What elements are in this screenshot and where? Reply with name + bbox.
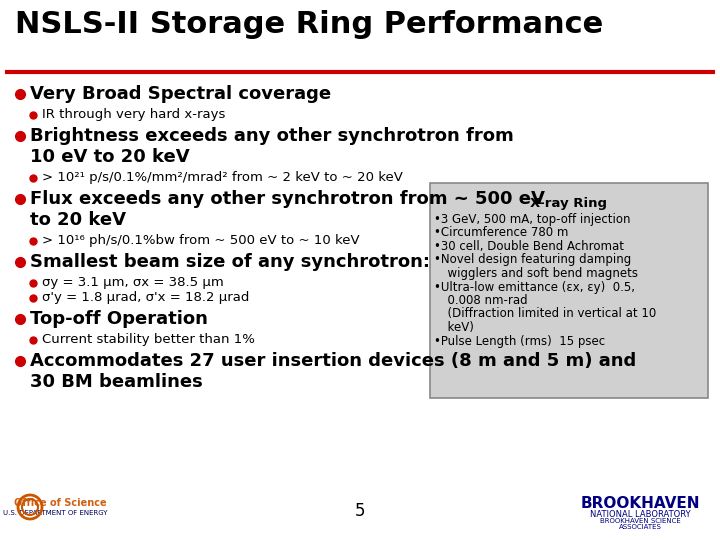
- Text: Flux exceeds any other synchrotron from ~ 500 eV: Flux exceeds any other synchrotron from …: [30, 190, 545, 208]
- Text: 5: 5: [355, 502, 365, 520]
- Text: > 10²¹ p/s/0.1%/mm²/mrad² from ~ 2 keV to ~ 20 keV: > 10²¹ p/s/0.1%/mm²/mrad² from ~ 2 keV t…: [42, 171, 403, 184]
- Text: keV): keV): [440, 321, 474, 334]
- Text: σy = 3.1 μm, σx = 38.5 μm: σy = 3.1 μm, σx = 38.5 μm: [42, 276, 224, 289]
- Text: Accommodates 27 user insertion devices (8 m and 5 m) and: Accommodates 27 user insertion devices (…: [30, 352, 636, 370]
- Text: 10 eV to 20 keV: 10 eV to 20 keV: [30, 148, 189, 166]
- Text: Smallest beam size of any synchrotron:: Smallest beam size of any synchrotron:: [30, 253, 430, 271]
- Text: NSLS-II Storage Ring Performance: NSLS-II Storage Ring Performance: [15, 10, 603, 39]
- FancyBboxPatch shape: [430, 183, 708, 398]
- Text: •Circumference 780 m: •Circumference 780 m: [434, 226, 568, 240]
- Text: IR through very hard x-rays: IR through very hard x-rays: [42, 108, 225, 121]
- Text: X-ray Ring: X-ray Ring: [531, 197, 608, 210]
- Text: to 20 keV: to 20 keV: [30, 211, 126, 229]
- Text: •3 GeV, 500 mA, top-off injection: •3 GeV, 500 mA, top-off injection: [434, 213, 631, 226]
- Text: Brightness exceeds any other synchrotron from: Brightness exceeds any other synchrotron…: [30, 127, 514, 145]
- Text: U.S. DEPARTMENT OF ENERGY: U.S. DEPARTMENT OF ENERGY: [3, 510, 107, 516]
- Text: Office of Science: Office of Science: [14, 498, 107, 508]
- Text: 30 BM beamlines: 30 BM beamlines: [30, 373, 203, 391]
- Text: BROOKHAVEN SCIENCE: BROOKHAVEN SCIENCE: [600, 518, 680, 524]
- Text: (Diffraction limited in vertical at 10: (Diffraction limited in vertical at 10: [440, 307, 656, 321]
- Text: •30 cell, Double Bend Achromat: •30 cell, Double Bend Achromat: [434, 240, 624, 253]
- Text: 0.008 nm-rad: 0.008 nm-rad: [440, 294, 528, 307]
- Text: Current stability better than 1%: Current stability better than 1%: [42, 333, 255, 346]
- Text: > 10¹⁶ ph/s/0.1%bw from ~ 500 eV to ~ 10 keV: > 10¹⁶ ph/s/0.1%bw from ~ 500 eV to ~ 10…: [42, 234, 359, 247]
- Text: •Novel design featuring damping: •Novel design featuring damping: [434, 253, 631, 267]
- Text: Top-off Operation: Top-off Operation: [30, 310, 208, 328]
- Text: NATIONAL LABORATORY: NATIONAL LABORATORY: [590, 510, 690, 519]
- Text: •Ultra-low emittance (εx, εy)  0.5,: •Ultra-low emittance (εx, εy) 0.5,: [434, 280, 635, 294]
- Text: BROOKHAVEN: BROOKHAVEN: [580, 496, 700, 511]
- Text: wigglers and soft bend magnets: wigglers and soft bend magnets: [440, 267, 638, 280]
- Text: σ'y = 1.8 μrad, σ'x = 18.2 μrad: σ'y = 1.8 μrad, σ'x = 18.2 μrad: [42, 291, 249, 304]
- Text: ASSOCIATES: ASSOCIATES: [618, 524, 662, 530]
- Text: Very Broad Spectral coverage: Very Broad Spectral coverage: [30, 85, 331, 103]
- Text: •Pulse Length (rms)  15 psec: •Pulse Length (rms) 15 psec: [434, 334, 605, 348]
